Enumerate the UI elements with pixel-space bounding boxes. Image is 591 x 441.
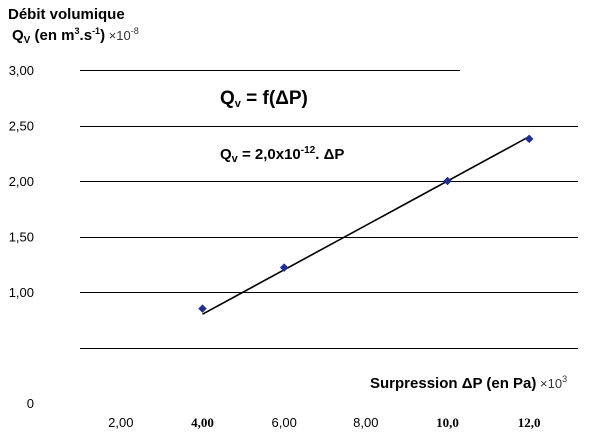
data-point-1 (279, 263, 289, 272)
data-point-3 (524, 134, 534, 144)
annotation-eq-sub: v (231, 153, 238, 165)
annotation-title-rest: = f(ΔP) (240, 88, 308, 109)
y-axis-label-symbol: Q (12, 27, 24, 44)
fit-line-group (202, 135, 530, 315)
y-axis-label-line2: QV (en m3.s-1) ×10-8 (12, 26, 139, 46)
annotation-equation: Qv = 2,0x10-12. ΔP (220, 145, 344, 165)
x-tick-label-5: 12,0 (518, 415, 541, 430)
y-axis-label-unit-pre: (en m (30, 27, 75, 44)
x-tick-label-2: 6,00 (272, 415, 297, 430)
fit-line (202, 135, 530, 315)
y-axis-multiplier-exp: -8 (130, 26, 139, 36)
x-axis-multiplier-exp: 3 (562, 374, 568, 384)
annotation-eq-post: . ΔP (315, 146, 345, 163)
annotation-title-symbol: Q (220, 88, 235, 109)
y-axis-label-unit-sup2: -1 (92, 26, 101, 36)
y-axis-label-line1: Débit volumique (8, 6, 125, 23)
data-point-0 (198, 304, 207, 314)
x-tick-label-4: 10,0 (436, 415, 459, 430)
x-tick-label-1: 4,00 (191, 415, 214, 430)
annotation-eq-sup: -12 (300, 145, 316, 156)
y-tick-labels: 3,00 2,50 2,00 1,50 1,00 0 (9, 63, 34, 411)
annotation-eq-symbol: Q (220, 146, 232, 163)
data-point-2 (443, 176, 452, 186)
y-tick-label-5: 0 (27, 396, 34, 411)
x-axis-label-text: Surpression ΔP (en Pa) (370, 375, 537, 392)
gridlines (80, 70, 578, 349)
data-points (198, 134, 534, 314)
x-axis-multiplier: ×10 (536, 376, 563, 391)
y-axis-multiplier: ×10 (105, 28, 131, 43)
y-axis-label-symbol-sub: V (23, 35, 31, 46)
y-tick-label-0: 3,00 (9, 63, 34, 78)
x-tick-label-3: 8,00 (353, 415, 378, 430)
annotation-eq-pre: = 2,0x10 (237, 146, 301, 163)
x-tick-label-0: 2,00 (108, 415, 133, 430)
y-tick-label-1: 2,50 (9, 119, 34, 134)
y-tick-label-4: 1,00 (9, 285, 34, 300)
y-tick-label-3: 1,50 (9, 230, 34, 245)
y-tick-label-2: 2,00 (9, 174, 34, 189)
annotation-title-sub: v (234, 98, 241, 110)
x-axis-label: Surpression ΔP (en Pa) ×103 (370, 374, 567, 392)
y-axis-label-unit-sup: 3 (74, 26, 80, 36)
y-axis-label-unit-mid: .s (79, 27, 93, 44)
y-axis-label-unit-post: ) (100, 27, 106, 44)
x-tick-labels: 2,00 4,00 6,00 8,00 10,0 12,0 (108, 415, 540, 430)
annotation-title: Qv = f(ΔP) (220, 88, 308, 110)
